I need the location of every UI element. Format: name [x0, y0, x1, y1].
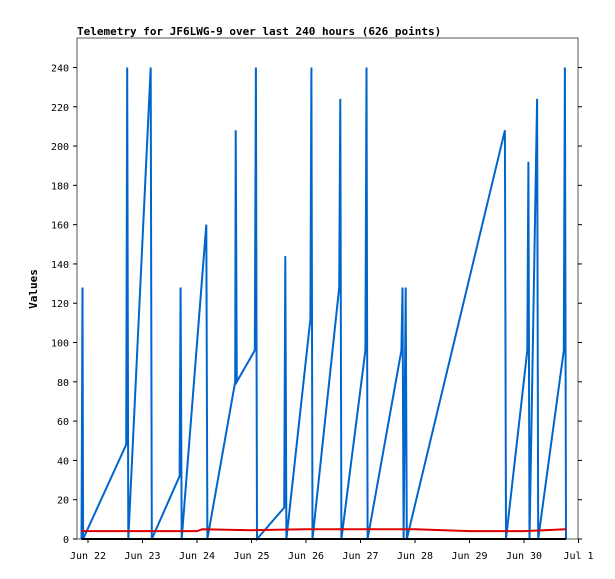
x-tick-label: Jul 1	[563, 551, 593, 562]
x-tick-label: Jun 28	[397, 551, 433, 562]
y-tick-label: 80	[57, 378, 69, 389]
series-line-1	[81, 528, 567, 533]
chart-title: Telemetry for JF6LWG-9 over last 240 hou…	[77, 25, 441, 38]
y-tick-label: 140	[51, 260, 69, 271]
y-axis-label: Values	[27, 269, 40, 309]
x-tick-label: Jun 27	[342, 551, 378, 562]
y-tick-label: 180	[51, 181, 69, 192]
y-tick-label: 240	[51, 63, 69, 74]
x-tick-label: Jun 22	[70, 551, 106, 562]
x-axis: Jun 22 Jun 23 Jun 24 Jun 25 Jun 26 Jun 27 Jun …	[70, 539, 594, 562]
y-tick-label: 60	[57, 417, 69, 428]
series-group	[80, 67, 567, 542]
x-tick-label: Jun 29	[451, 551, 487, 562]
y-tick-label: 120	[51, 299, 69, 310]
y-tick-label: 160	[51, 221, 69, 232]
series-line-0	[80, 67, 567, 542]
x-tick-label: Jun 25	[233, 551, 269, 562]
y-tick-label: 200	[51, 142, 69, 153]
x-tick-label: Jun 26	[288, 551, 324, 562]
x-tick-label: Jun 24	[179, 551, 215, 562]
y-tick-label: 40	[57, 456, 69, 467]
y-axis: 0 20 40 60 80 100 120 140 160 180 200 220 240	[51, 63, 582, 546]
plot-area	[76, 37, 579, 540]
y-tick-label: 0	[63, 535, 69, 546]
y-tick-label: 220	[51, 103, 69, 114]
y-tick-label: 20	[57, 496, 69, 507]
y-tick-label: 100	[51, 339, 69, 350]
x-tick-label: Jun 30	[506, 551, 542, 562]
x-tick-label: Jun 23	[124, 551, 160, 562]
